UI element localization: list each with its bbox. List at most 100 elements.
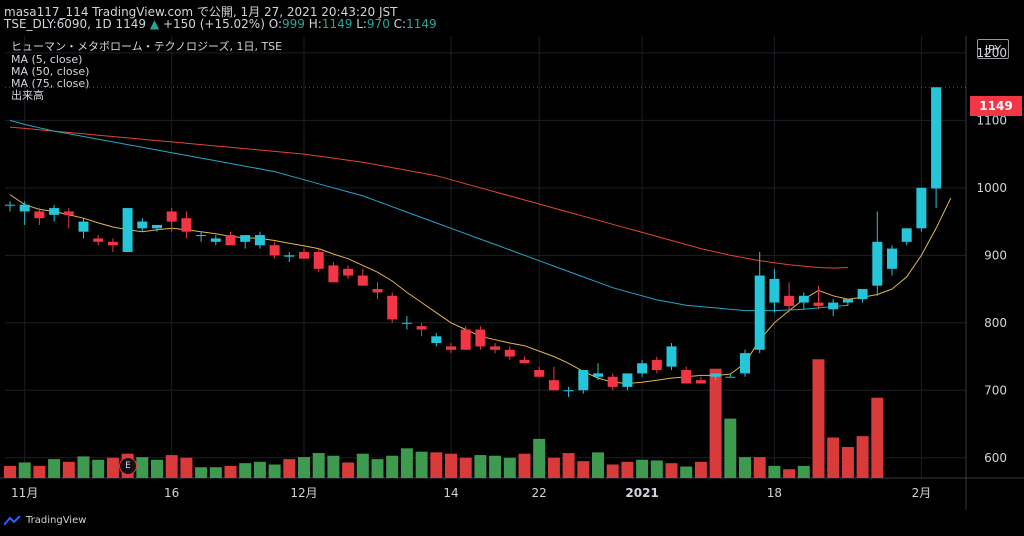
candle-body [416,326,427,330]
candle-body [166,211,177,222]
volume-bar [518,453,531,478]
volume-bar [709,368,722,478]
candle-body [357,275,368,286]
volume-bar [342,462,355,478]
candle-body [681,370,692,384]
ma5-line [9,194,952,385]
change-label: +150 (+15.02%) [162,17,265,31]
volume-bar [77,456,90,478]
high-value: 1149 [321,17,353,31]
currency-button[interactable]: JPY [977,39,1009,59]
chart-title: ヒューマン・メタボローム・テクノロジーズ, 1日, TSE [11,40,283,53]
brand-logo[interactable]: TradingView [4,515,86,526]
candle-body [534,370,545,377]
candle-body [5,204,15,206]
candle-body [431,336,442,344]
candle-body [93,238,104,242]
volume-bar [577,461,590,478]
candle-body [181,218,192,232]
volume-bar [753,457,766,478]
x-tick-label: 18 [767,486,782,500]
candle-body [299,251,309,259]
volume-bar [386,455,399,478]
open-key: O: [268,17,282,31]
legend-volume[interactable]: 出来高 [11,89,44,102]
candle-body [460,329,471,350]
tradingview-logo-icon [4,515,21,526]
legend-ma5[interactable]: MA (5, close) [11,53,83,66]
volume-bar [680,466,693,478]
candle-body [328,265,339,283]
volume-bar [106,457,119,478]
candle-body [666,346,677,367]
candle-body [372,289,383,293]
earnings-badge[interactable]: E [119,457,137,475]
candle-body [152,224,162,229]
volume-bar [371,459,384,478]
candle-body [504,349,515,357]
brand-label: TradingView [26,515,87,526]
symbol-summary: TSE_DLY:6090, 1D 1149 ▲ +150 (+15.02%) O… [4,17,437,31]
volume-bar [841,446,854,478]
volume-bar [768,465,781,478]
low-value: 970 [366,17,390,31]
x-tick-label: 12月 [290,486,317,500]
volume-bar [209,467,222,478]
volume-bar [783,469,796,478]
current-price-label: 1149 [970,96,1022,116]
candle-body [563,390,574,392]
y-tick-label: 900 [984,248,1007,262]
volume-bar [665,463,678,478]
volume-bar [739,457,751,478]
volume-bar [621,461,634,478]
volume-bar [694,461,707,478]
volume-bar [356,453,369,478]
candle-body [107,241,118,246]
candle-body [695,380,706,384]
candle-body [622,373,633,387]
y-tick-label: 1000 [976,181,1007,195]
y-tick-label: 1100 [976,113,1007,127]
legend-ma50[interactable]: MA (50, close) [11,65,90,78]
candle-body [548,380,559,391]
candle-body [387,295,398,320]
volume-bar [92,459,105,478]
volume-bar [827,437,840,478]
volume-bar [724,418,737,478]
volume-bar [459,457,472,478]
legend-ma75[interactable]: MA (75, close) [11,77,90,90]
volume-bar [489,455,502,478]
x-tick-label: 11月 [11,486,38,500]
ma75-line [9,126,848,269]
x-tick-label: 14 [443,486,458,500]
candle-body [857,289,868,300]
volume-bar [650,460,663,478]
volume-bar [812,359,825,478]
high-key: H: [308,17,322,31]
candle-body [842,299,853,303]
y-tick-label: 1200 [976,46,1007,60]
publish-info: masa117_114 TradingView.com で公開, 1月 27, … [4,5,398,19]
candle-body [313,251,324,269]
volume-bar [151,459,163,478]
candle-body [490,346,501,350]
volume-bar [312,453,325,478]
candle-body [63,211,74,215]
x-tick-label: 2月 [912,486,932,500]
candle-body [593,373,603,377]
candle-body [784,295,795,306]
volume-bar [856,436,869,478]
candle-body [401,322,412,324]
volume-bar [33,465,46,478]
volume-bar [4,465,16,478]
candle-body [34,211,45,219]
candle-body [607,376,618,387]
x-tick-label: 22 [532,486,547,500]
volume-bar [503,457,516,478]
volume-bar [606,464,619,478]
close-value: 1149 [406,17,437,31]
candle-body [446,346,456,350]
volume-bar [268,464,281,478]
volume-bar [533,438,546,478]
